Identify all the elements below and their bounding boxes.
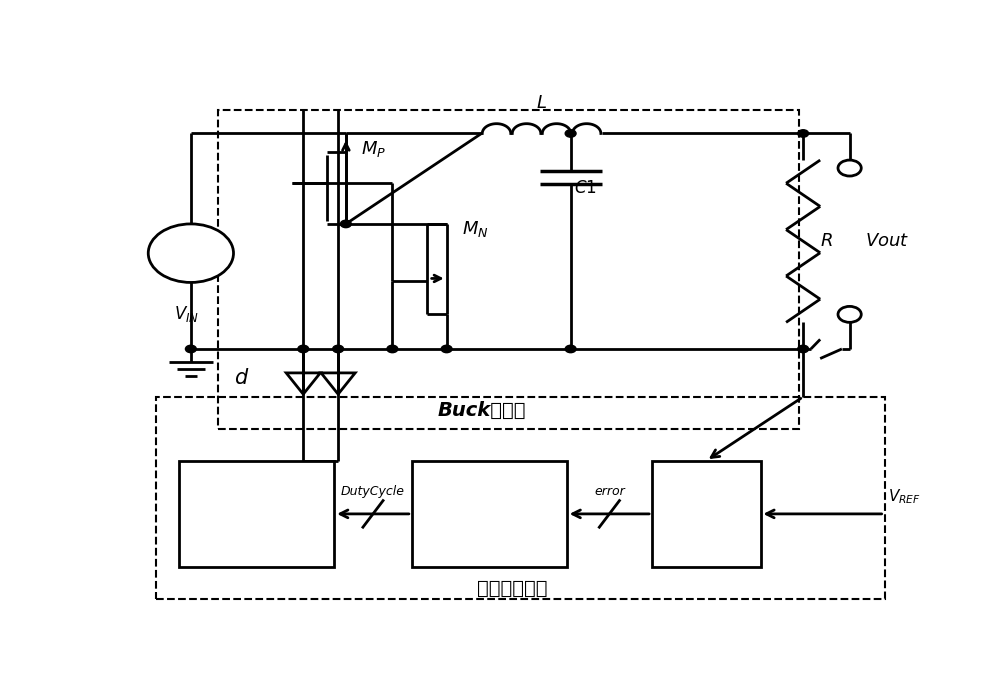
- Text: $C1$: $C1$: [574, 179, 597, 197]
- Text: $V_{REF}$: $V_{REF}$: [888, 487, 921, 506]
- Text: DPWM: DPWM: [224, 505, 290, 523]
- Bar: [218, 110, 799, 428]
- Bar: [412, 461, 567, 567]
- Circle shape: [798, 346, 809, 352]
- Text: ADC: ADC: [685, 505, 727, 523]
- Circle shape: [185, 346, 196, 352]
- Circle shape: [333, 346, 344, 352]
- Circle shape: [148, 224, 234, 283]
- Text: $d$: $d$: [234, 368, 249, 388]
- Bar: [652, 461, 761, 567]
- Circle shape: [838, 306, 861, 322]
- Text: +: +: [185, 236, 197, 251]
- Text: +: +: [844, 161, 855, 175]
- Circle shape: [387, 346, 398, 352]
- Text: −: −: [843, 307, 856, 322]
- Text: $V_{IN}$: $V_{IN}$: [174, 304, 200, 323]
- Text: $Vout$: $Vout$: [865, 232, 909, 250]
- Text: DutyCycle: DutyCycle: [341, 485, 405, 498]
- Text: $R$: $R$: [820, 232, 833, 250]
- Circle shape: [340, 220, 351, 227]
- Circle shape: [441, 346, 452, 352]
- Bar: [179, 461, 334, 567]
- Bar: [156, 397, 885, 599]
- Circle shape: [298, 346, 309, 352]
- Text: $L$: $L$: [536, 94, 547, 112]
- Text: DPID: DPID: [464, 505, 514, 523]
- Circle shape: [798, 130, 809, 138]
- Text: $M_P$: $M_P$: [361, 139, 386, 159]
- Circle shape: [565, 130, 576, 138]
- Text: error: error: [594, 485, 625, 498]
- Text: $M_N$: $M_N$: [462, 218, 489, 238]
- Circle shape: [838, 160, 861, 176]
- Text: −: −: [184, 256, 198, 274]
- Text: Buck变换器: Buck变换器: [437, 401, 526, 419]
- Text: 数字控制环路: 数字控制环路: [477, 579, 548, 598]
- Circle shape: [565, 346, 576, 352]
